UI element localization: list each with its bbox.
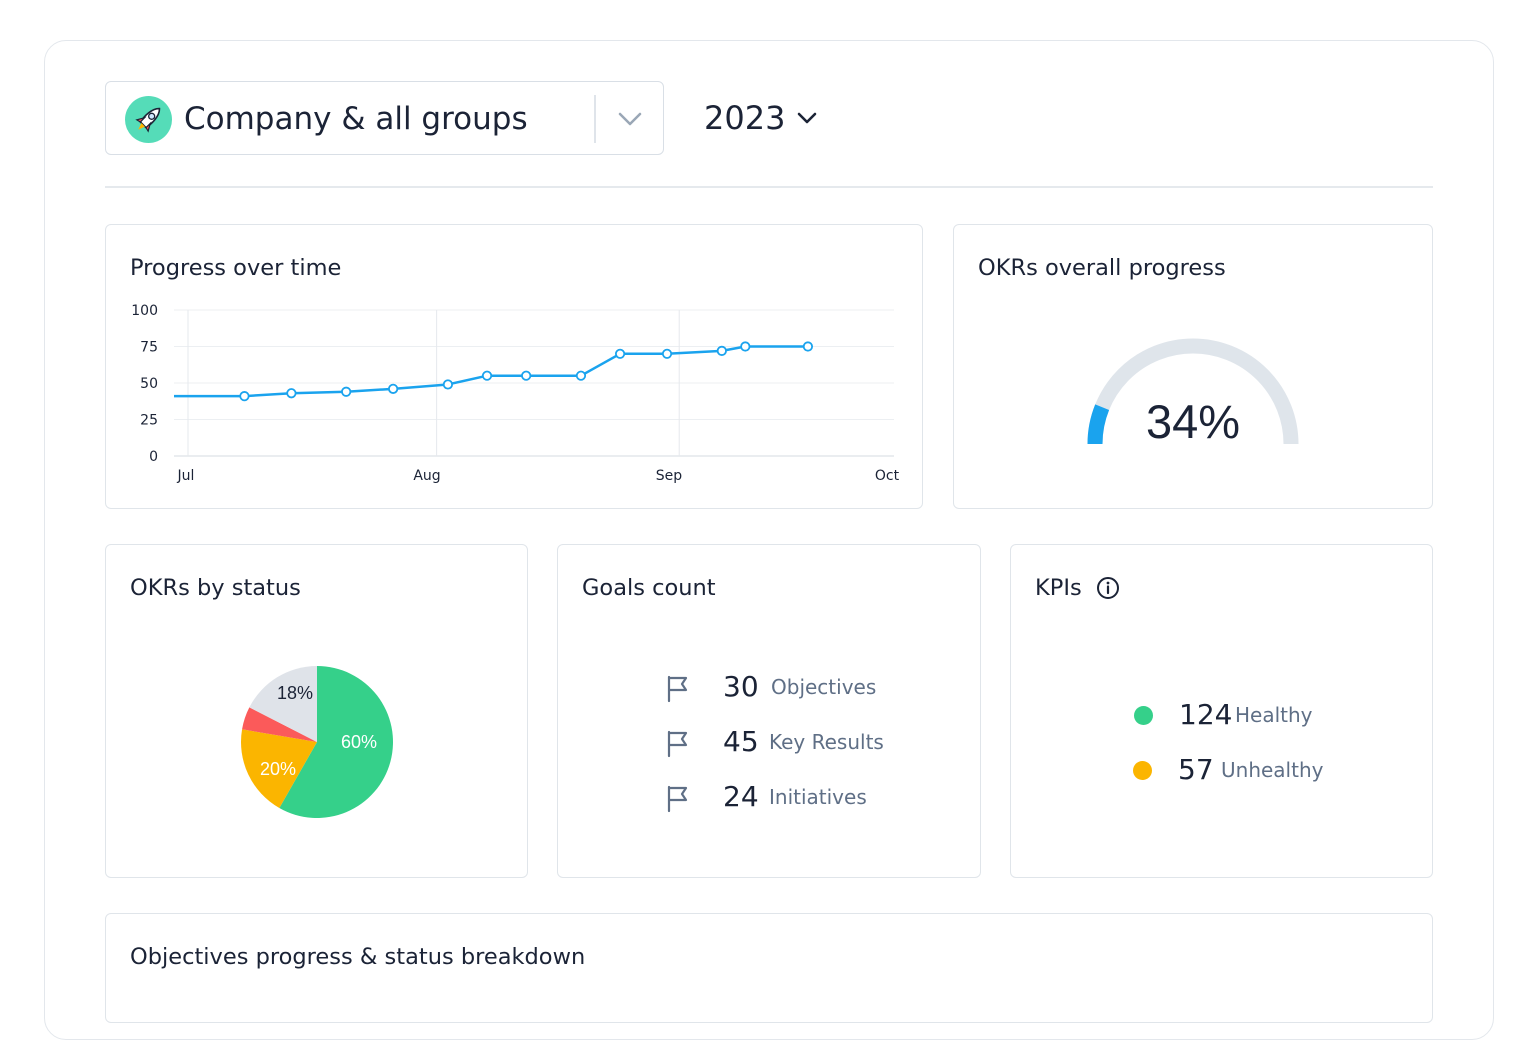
- y-tick-label: 0: [149, 449, 158, 465]
- card-title: KPIs: [1035, 575, 1082, 601]
- progress-gauge: 34%: [1087, 338, 1299, 448]
- progress-data-point: [481, 370, 493, 381]
- x-tick-label: Aug: [413, 468, 440, 484]
- progress-data-point: [239, 391, 250, 402]
- card-title: OKRs by status: [130, 575, 301, 601]
- gauge-fill: [1087, 404, 1110, 445]
- pie-slice-label: 60%: [341, 732, 377, 752]
- pie-slice-red: [242, 707, 317, 742]
- goal-count: 24: [723, 780, 759, 813]
- progress-data-point: [661, 348, 673, 359]
- kpi-count: 124: [1179, 698, 1233, 731]
- x-tick-label: Oct: [875, 468, 900, 484]
- objectives-breakdown-card: Objectives progress & status breakdown: [105, 913, 1433, 1023]
- progress-over-time-card: Progress over time 0 25 50 75 100 Jul Aug Sep Oc…: [105, 224, 923, 509]
- progress-data-point: [740, 341, 751, 352]
- flag-icon: [667, 730, 688, 758]
- card-title: Objectives progress & status breakdown: [130, 944, 586, 970]
- goal-label: Objectives: [771, 675, 877, 699]
- unhealthy-status-dot: [1133, 761, 1152, 780]
- pie-slice-gray: [249, 666, 317, 742]
- goal-label: Key Results: [769, 730, 884, 754]
- card-title: OKRs overall progress: [978, 255, 1226, 281]
- pie-slice-label: 18%: [277, 683, 313, 703]
- goal-count: 45: [723, 725, 759, 758]
- kpi-label: Healthy: [1235, 703, 1313, 727]
- y-tick-label: 100: [131, 303, 158, 319]
- status-pie-chart: 60% 20% 18%: [240, 666, 393, 818]
- pie-slice-green: [279, 666, 393, 818]
- progress-series-line: [174, 345, 808, 398]
- gauge-value: 34%: [1146, 395, 1240, 448]
- x-tick-label: Sep: [656, 468, 683, 484]
- progress-data-point: [341, 386, 352, 397]
- okrs-by-status-card: OKRs by status 60% 20% 18%: [105, 544, 528, 878]
- kpis-card: KPIs 124 Healthy 57 Unhealthy: [1010, 544, 1433, 878]
- progress-line-chart: 0 25 50 75 100 Jul Aug Sep Oct: [131, 303, 900, 484]
- progress-data-point: [521, 370, 532, 381]
- group-selector-label: Company & all groups: [184, 101, 528, 137]
- progress-data-point: [388, 383, 399, 394]
- kpi-count: 57: [1178, 753, 1214, 786]
- card-title: Goals count: [582, 575, 716, 601]
- kpi-label: Unhealthy: [1221, 758, 1324, 782]
- group-selector[interactable]: Company & all groups: [105, 81, 664, 155]
- progress-data-point: [575, 370, 587, 381]
- gauge-track: [1087, 338, 1299, 445]
- okrs-overall-progress-card: OKRs overall progress 34%: [953, 224, 1433, 509]
- flag-icon: [667, 785, 688, 813]
- x-tick-label: Jul: [177, 468, 195, 484]
- goal-label: Initiatives: [769, 785, 867, 809]
- progress-data-point: [286, 388, 297, 399]
- rocket-icon: [125, 96, 172, 143]
- progress-data-point: [802, 341, 814, 352]
- goal-count: 30: [723, 670, 759, 703]
- selector-divider: [594, 95, 596, 143]
- progress-data-point: [716, 345, 727, 356]
- y-tick-label: 75: [140, 340, 158, 356]
- y-tick-label: 50: [140, 376, 158, 392]
- goals-count-card: Goals count 30 Objectives 45 Key Results…: [557, 544, 981, 878]
- progress-data-point: [442, 379, 454, 390]
- healthy-status-dot: [1134, 706, 1153, 725]
- chevron-down-icon[interactable]: [615, 106, 645, 132]
- flag-icon: [667, 675, 688, 703]
- info-icon[interactable]: [1096, 576, 1120, 600]
- dashboard-frame: [44, 40, 1494, 1040]
- card-title: Progress over time: [130, 255, 342, 281]
- pie-slice-label: 20%: [260, 759, 296, 779]
- year-selector[interactable]: 2023: [704, 99, 786, 137]
- chevron-down-icon[interactable]: [795, 107, 819, 129]
- y-tick-label: 25: [140, 413, 158, 429]
- pie-slice-yellow: [240, 729, 317, 809]
- header-separator: [105, 186, 1433, 188]
- progress-data-point: [614, 348, 626, 359]
